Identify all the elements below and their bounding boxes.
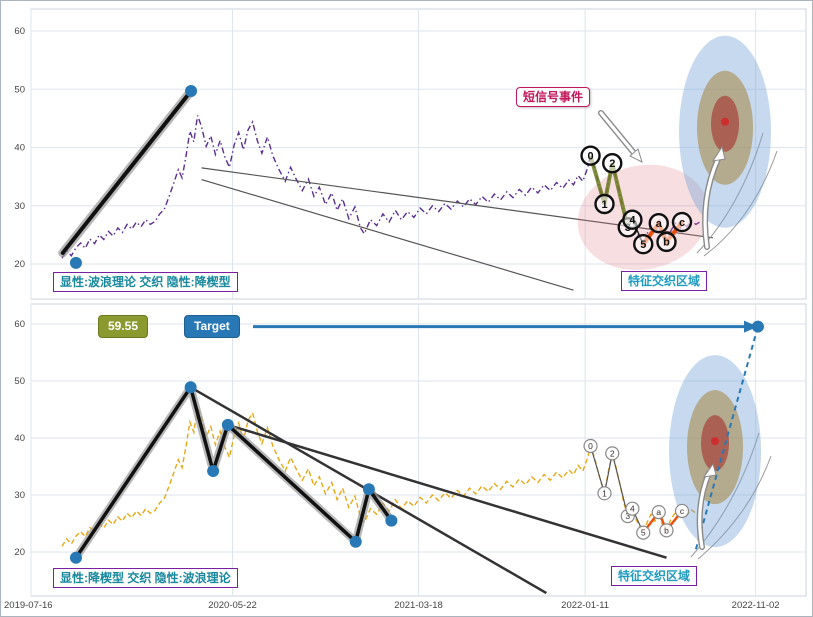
impulse-line (60, 88, 194, 255)
wave-marker-label: a (656, 218, 663, 230)
signal-event-label: 短信号事件 (516, 87, 591, 107)
pivot-dot (221, 418, 234, 431)
wave-marker-top (671, 211, 693, 233)
pivot-dot (185, 84, 198, 97)
signal-event-arrow-head (629, 148, 643, 163)
y-tick-label: 30 (14, 201, 25, 212)
wedge-line (227, 423, 667, 559)
y-tick-label: 20 (14, 259, 25, 270)
wave-line-olive (588, 155, 630, 228)
wave-marker-bottom (674, 503, 690, 519)
pivot-dot (385, 514, 398, 527)
y-tick-label: 30 (14, 490, 25, 501)
wave-marker-top (622, 209, 643, 230)
target-arrow-head (744, 320, 758, 333)
wave-marker-label: 1 (602, 488, 607, 498)
feature-zone-bottom-center-dot (711, 437, 720, 446)
wave-marker-top (648, 213, 669, 234)
wave-marker-label: 2 (610, 448, 615, 458)
wave-marker-label: 0 (588, 441, 593, 451)
y-tick-label: 50 (14, 376, 25, 387)
wave-marker-bottom (597, 486, 612, 501)
guide-curve (703, 150, 778, 257)
pivot-dot (751, 320, 764, 333)
wave-line-orange (642, 509, 683, 534)
bottom-caption-label: 显性:降楔型 交织 隐性:波浪理论 (53, 568, 238, 588)
wave-marker-bottom (659, 523, 674, 538)
pivot-dot (184, 381, 197, 394)
wave-marker-top (602, 153, 623, 174)
feature-zone-arrow-bottom (698, 471, 711, 549)
wave-marker-label: 3 (625, 511, 630, 521)
wave-marker-bottom (636, 525, 651, 540)
wave-marker-label: b (664, 525, 669, 535)
wave-marker-label: 4 (629, 215, 636, 227)
y-tick-label: 60 (14, 319, 25, 330)
x-tick-label: 2020-05-22 (208, 600, 257, 611)
x-tick-label: 2022-11-02 (732, 600, 780, 611)
wave-marker-label: 1 (601, 199, 607, 211)
pivot-dot (362, 483, 375, 496)
y-tick-label: 20 (14, 547, 25, 558)
wave-marker-bottom (651, 505, 666, 520)
pivot-dot (207, 465, 220, 478)
y-tick-label: 60 (14, 26, 25, 37)
wave-marker-label: 5 (640, 239, 646, 251)
wave-marker-top (580, 145, 601, 166)
top-caption-label: 显性:波浪理论 交织 隐性:降楔型 (53, 272, 238, 292)
wave-marker-label: 5 (641, 528, 646, 538)
wave-marker-top (656, 231, 677, 253)
wave-marker-label: 2 (609, 158, 615, 170)
feature-zone-arrow-bottom-head (702, 462, 717, 478)
y-tick-label: 40 (14, 433, 25, 444)
trend-line (201, 178, 574, 291)
wave-marker-label: 4 (630, 504, 635, 514)
x-tick-label: 2022-01-11 (561, 600, 609, 611)
pivot-dot (349, 535, 362, 548)
signal-event-arrow (599, 111, 636, 155)
projection-dashed-line (694, 326, 759, 550)
wave-marker-label: b (663, 237, 670, 249)
feature-zone-arrow-top-head (711, 145, 726, 162)
wave-marker-label: a (656, 507, 661, 517)
pivot-dot (69, 256, 82, 269)
target-badge: Target (184, 315, 240, 338)
feature-zone-arrow-top (703, 157, 720, 249)
wave-marker-label: c (680, 506, 685, 516)
wave-marker-label: 0 (587, 150, 593, 162)
feature-zone-top-center-dot (721, 117, 730, 126)
wave-marker-label: c (679, 217, 685, 229)
wave-marker-bottom (625, 501, 640, 516)
wave-marker-top (633, 233, 654, 255)
wave-marker-bottom (583, 438, 598, 454)
wave-marker-top (594, 193, 615, 215)
target-value-badge: 59.55 (98, 315, 149, 338)
feature-zone-label-top: 特征交织区域 (621, 271, 708, 291)
x-tick-label: 2019-07-16 (4, 600, 53, 611)
y-tick-label: 40 (14, 143, 25, 154)
wave-marker-bottom (605, 446, 620, 461)
x-tick-label: 2021-03-18 (394, 600, 443, 611)
feature-zone-label-bottom: 特征交织区域 (611, 566, 698, 586)
guide-curve (697, 455, 772, 560)
y-tick-label: 50 (14, 84, 25, 95)
pivot-dot (69, 551, 82, 564)
